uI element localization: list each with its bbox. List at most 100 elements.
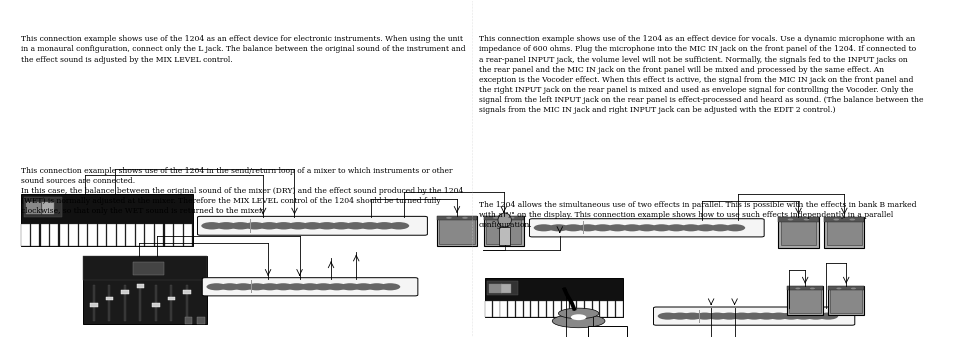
Bar xyxy=(88,224,96,246)
Circle shape xyxy=(578,224,598,232)
Bar xyxy=(500,301,507,317)
Bar xyxy=(186,285,188,321)
Bar xyxy=(788,289,821,313)
Circle shape xyxy=(719,312,739,320)
Bar xyxy=(786,286,822,315)
Circle shape xyxy=(461,217,467,219)
Circle shape xyxy=(244,222,265,229)
Bar xyxy=(786,286,822,290)
Bar xyxy=(83,256,207,324)
Circle shape xyxy=(246,283,267,290)
Circle shape xyxy=(768,312,788,320)
Circle shape xyxy=(215,222,236,229)
Bar xyxy=(108,285,111,321)
Bar xyxy=(826,220,861,245)
Bar xyxy=(98,224,106,246)
Bar xyxy=(516,301,522,317)
Bar xyxy=(116,224,125,246)
Bar xyxy=(78,224,87,246)
Bar xyxy=(126,224,134,246)
Bar xyxy=(26,202,41,214)
Bar xyxy=(21,224,30,246)
Bar xyxy=(51,224,58,246)
Circle shape xyxy=(592,224,612,232)
FancyBboxPatch shape xyxy=(529,219,763,237)
Circle shape xyxy=(339,283,360,290)
Bar xyxy=(484,278,622,317)
Circle shape xyxy=(331,222,352,229)
Circle shape xyxy=(781,312,801,320)
Bar xyxy=(582,221,583,234)
Circle shape xyxy=(493,217,498,219)
Bar xyxy=(59,224,68,246)
Bar xyxy=(135,224,144,246)
Ellipse shape xyxy=(552,314,604,328)
Circle shape xyxy=(273,222,294,229)
Bar xyxy=(90,303,97,307)
Circle shape xyxy=(848,218,854,220)
Bar xyxy=(523,301,530,317)
Bar xyxy=(439,218,474,244)
Circle shape xyxy=(669,312,689,320)
Circle shape xyxy=(636,224,657,232)
Bar xyxy=(615,301,622,317)
Bar xyxy=(21,194,193,246)
Circle shape xyxy=(681,312,701,320)
Bar xyxy=(823,217,863,248)
Circle shape xyxy=(345,222,366,229)
Bar xyxy=(183,224,192,246)
Bar xyxy=(139,285,141,321)
Bar xyxy=(30,224,39,246)
Circle shape xyxy=(695,224,715,232)
Circle shape xyxy=(508,217,514,219)
Circle shape xyxy=(795,287,800,289)
Circle shape xyxy=(706,312,726,320)
Circle shape xyxy=(201,222,222,229)
Bar xyxy=(607,301,614,317)
Circle shape xyxy=(802,218,808,220)
Bar xyxy=(197,317,204,324)
Bar xyxy=(69,224,77,246)
Circle shape xyxy=(850,287,855,289)
Bar xyxy=(154,224,163,246)
Circle shape xyxy=(724,224,744,232)
Circle shape xyxy=(607,224,627,232)
Bar xyxy=(500,284,511,293)
Circle shape xyxy=(359,222,380,229)
Circle shape xyxy=(548,224,568,232)
Bar xyxy=(42,202,53,214)
Bar xyxy=(569,301,576,317)
Circle shape xyxy=(286,283,307,290)
Bar xyxy=(489,284,501,293)
Circle shape xyxy=(621,224,641,232)
Circle shape xyxy=(206,283,227,290)
Bar xyxy=(154,285,157,321)
Bar xyxy=(136,284,144,288)
Bar xyxy=(124,285,126,321)
Bar xyxy=(121,290,129,294)
Circle shape xyxy=(219,283,240,290)
Circle shape xyxy=(313,283,334,290)
Circle shape xyxy=(388,222,409,229)
Bar xyxy=(185,317,192,324)
Bar xyxy=(508,301,515,317)
Circle shape xyxy=(273,283,294,290)
Circle shape xyxy=(299,283,320,290)
Bar xyxy=(24,197,62,217)
Circle shape xyxy=(743,312,763,320)
Circle shape xyxy=(374,222,395,229)
Bar xyxy=(132,262,164,275)
Text: The 1204 allows the simultaneous use of two effects in parallel. This is possibl: The 1204 allows the simultaneous use of … xyxy=(478,201,916,229)
Circle shape xyxy=(287,222,308,229)
Circle shape xyxy=(694,312,714,320)
Bar xyxy=(486,218,520,244)
Bar xyxy=(251,280,252,293)
Bar xyxy=(584,301,591,317)
Circle shape xyxy=(533,224,554,232)
Circle shape xyxy=(259,283,280,290)
Bar xyxy=(577,301,583,317)
Circle shape xyxy=(446,217,452,219)
Circle shape xyxy=(258,222,279,229)
Circle shape xyxy=(836,287,841,289)
Circle shape xyxy=(326,283,347,290)
